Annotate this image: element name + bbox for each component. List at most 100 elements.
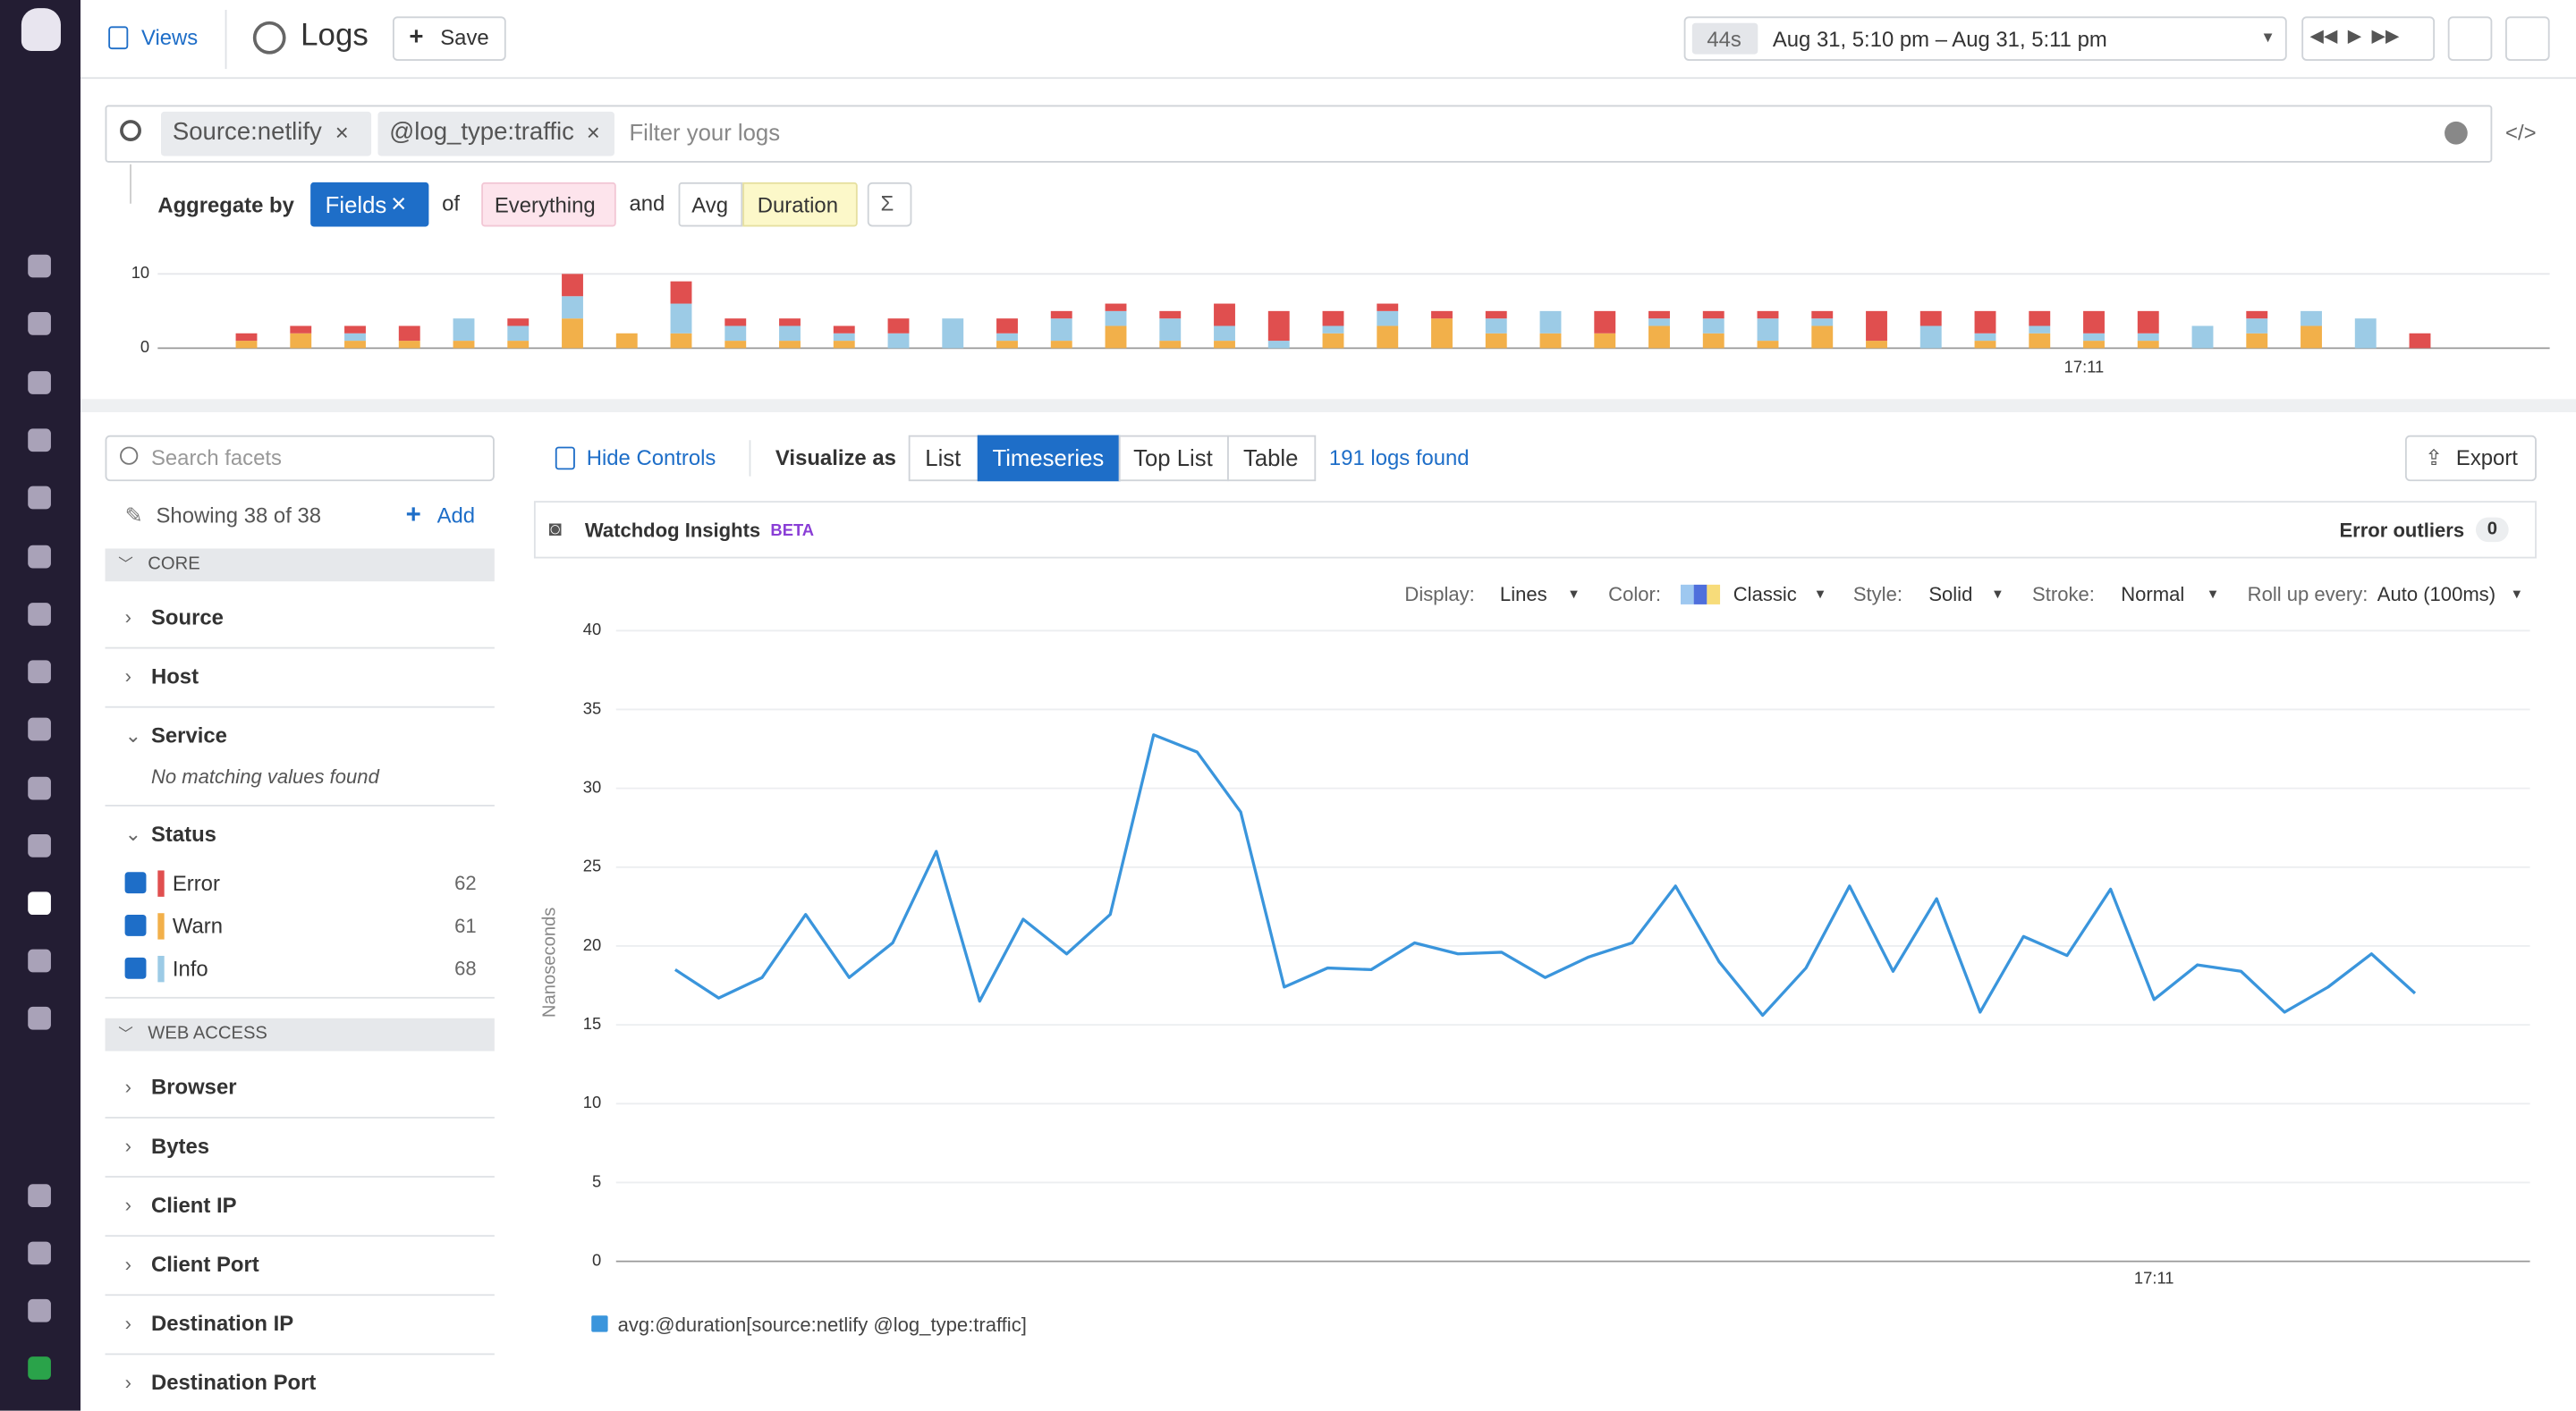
facet-name[interactable]: Browser: [150, 1074, 237, 1100]
display-value[interactable]: Normal: [2121, 582, 2185, 606]
bar-segment: [2354, 318, 2377, 349]
display-value[interactable]: Classic: [1733, 582, 1797, 606]
logo[interactable]: [21, 8, 61, 51]
facet-name[interactable]: Client Port: [150, 1251, 259, 1277]
add-facet[interactable]: Add: [436, 503, 476, 528]
views-link[interactable]: Views: [140, 24, 199, 50]
bar-segment: [1702, 310, 1724, 319]
export-button[interactable]: [2404, 435, 2537, 482]
checkbox[interactable]: [124, 957, 147, 979]
y-tick-label: 20: [583, 935, 601, 954]
search-tag[interactable]: [377, 111, 614, 156]
bar-segment: [1702, 333, 1724, 349]
nav-icon[interactable]: [28, 1006, 51, 1030]
facet-name[interactable]: Host: [150, 663, 199, 689]
facet-name[interactable]: Destination IP: [150, 1311, 294, 1336]
tag-label: Source:netlify: [172, 118, 322, 147]
nav-icon[interactable]: [28, 371, 51, 394]
bar-segment: [1267, 341, 1290, 349]
search-tag[interactable]: [160, 111, 372, 156]
bar-segment: [1159, 310, 1182, 319]
facet-name[interactable]: Source: [150, 604, 224, 629]
bar-segment: [1159, 318, 1182, 342]
display-value[interactable]: Lines: [1499, 582, 1547, 606]
y-tick-label: 30: [583, 777, 601, 796]
insights-bar[interactable]: [533, 501, 2537, 559]
facet-name[interactable]: Bytes: [150, 1133, 210, 1159]
viz-option[interactable]: [1118, 435, 1229, 482]
facet-value[interactable]: Info: [172, 956, 208, 981]
viz-option[interactable]: [908, 435, 979, 482]
nav-icon[interactable]: [28, 428, 51, 452]
facet-group-header[interactable]: [105, 548, 495, 582]
nav-icon[interactable]: [28, 891, 51, 916]
chevron: ›: [124, 1371, 131, 1395]
facet-name[interactable]: Client IP: [150, 1192, 237, 1218]
nav-icon[interactable]: [28, 545, 51, 569]
bar-segment: [453, 318, 475, 342]
tag-remove[interactable]: ×: [586, 119, 600, 146]
facet-name[interactable]: Service: [150, 722, 227, 748]
facet-value[interactable]: Error: [172, 870, 220, 896]
target-button[interactable]: [481, 182, 616, 227]
bar-segment: [1811, 325, 1834, 349]
bar-segment: [1214, 303, 1235, 326]
bar-segment: [1539, 333, 1562, 349]
nav-icon[interactable]: [28, 486, 51, 510]
facet-search[interactable]: [105, 435, 495, 482]
nav-icon[interactable]: [28, 1356, 51, 1380]
nav-icon[interactable]: [28, 949, 51, 973]
display-value[interactable]: Solid: [1928, 582, 1973, 606]
display-value[interactable]: Auto (100ms): [2377, 582, 2496, 606]
checkbox[interactable]: [124, 872, 147, 894]
measure-button[interactable]: [742, 182, 858, 227]
views-icon[interactable]: [108, 26, 129, 50]
nav-icon[interactable]: [28, 311, 51, 335]
viz-option[interactable]: [1227, 435, 1317, 482]
facet-group-label: CORE: [148, 553, 200, 574]
nav-icon[interactable]: [28, 1298, 51, 1322]
group-label: Fields: [325, 191, 387, 218]
facet-value[interactable]: Warn: [172, 913, 224, 939]
hide-controls[interactable]: Hide Controls: [586, 445, 716, 470]
legend-label[interactable]: avg:@duration[source:netlify @log_type:t…: [617, 1314, 1027, 1337]
search-placeholder[interactable]: Filter your logs: [629, 119, 781, 146]
nav-icon[interactable]: [28, 254, 51, 278]
save-button[interactable]: [392, 16, 506, 61]
viz-option[interactable]: [977, 435, 1121, 482]
playback-controls[interactable]: [2301, 16, 2436, 61]
clear-button[interactable]: [2445, 121, 2468, 145]
bar-segment: [1485, 318, 1507, 334]
facet-separator: [105, 1294, 495, 1297]
nav-icon[interactable]: [28, 776, 51, 800]
group-button[interactable]: [310, 182, 429, 227]
bar-segment: [1974, 310, 1996, 334]
refresh-button[interactable]: [2505, 16, 2550, 61]
facet-name[interactable]: Status: [150, 821, 216, 847]
zoom-button[interactable]: [2447, 16, 2493, 61]
facet-name[interactable]: Destination Port: [150, 1370, 317, 1395]
facet-group-header[interactable]: [105, 1018, 495, 1052]
nav-icon[interactable]: [28, 834, 51, 858]
nav-icon[interactable]: [28, 717, 51, 741]
code-toggle[interactable]: </>: [2505, 120, 2537, 146]
nav-icon[interactable]: [28, 1184, 51, 1207]
plus-icon: +: [405, 501, 421, 530]
bar-segment: [1866, 341, 1887, 349]
facet-separator: [105, 1353, 495, 1356]
facet-separator: [105, 646, 495, 649]
bar-segment: [2029, 325, 2051, 334]
nav-icon[interactable]: [28, 603, 51, 626]
group-remove[interactable]: ×: [391, 190, 407, 220]
hide-icon: [555, 446, 575, 470]
nav-icon[interactable]: [28, 660, 51, 684]
facet-search-placeholder[interactable]: Search facets: [150, 445, 282, 470]
func-button[interactable]: [678, 182, 743, 227]
checkbox[interactable]: [124, 915, 147, 936]
bar-segment: [724, 341, 747, 349]
time-picker[interactable]: [1683, 16, 2287, 61]
tag-remove[interactable]: ×: [335, 119, 349, 146]
sum-button[interactable]: [867, 182, 912, 227]
nav-icon[interactable]: [28, 1241, 51, 1265]
bar-segment: [1811, 310, 1834, 319]
